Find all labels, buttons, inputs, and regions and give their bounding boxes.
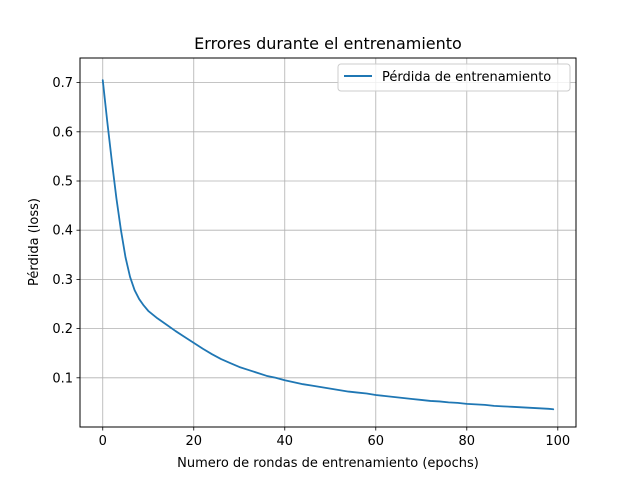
y-tick-label: 0.2 [52,322,73,337]
legend-entry-label: Pérdida de entrenamiento [382,70,551,85]
x-tick-label: 20 [185,434,202,449]
y-tick-label: 0.5 [52,175,73,190]
y-axis-label: Pérdida (loss) [27,198,42,286]
y-tick-label: 0.1 [52,371,73,386]
x-tick-label: 0 [99,434,107,449]
grid [80,58,576,427]
x-tick-label: 40 [276,434,293,449]
x-axis-label: Numero de rondas de entrenamiento (epoch… [177,456,479,471]
plot-frame [79,57,577,428]
legend-box [337,63,571,92]
y-tick-label: 0.3 [52,273,73,288]
x-tick-label: 100 [545,434,570,449]
chart-title: Errores durante el entrenamiento [194,34,462,53]
y-tick-label: 0.4 [52,224,73,239]
legend: Pérdida de entrenamiento [337,63,571,92]
series-line-training-loss [101,79,555,411]
ticks: 0 20 40 60 80 100 0.1 0.2 0.3 0.4 0.5 0.6 0.7 [52,76,570,449]
x-tick-label: 60 [368,434,385,449]
y-tick-label: 0.7 [52,76,73,91]
y-tick-label: 0.6 [52,125,73,140]
x-tick-label: 80 [459,434,476,449]
series-layer [101,79,555,411]
